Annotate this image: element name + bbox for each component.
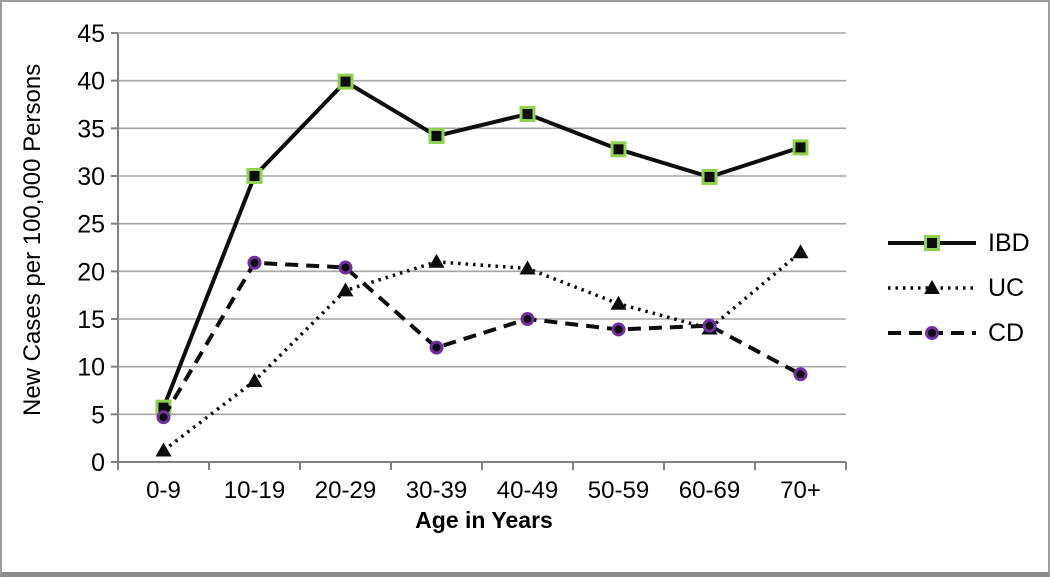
legend-item-ibd: IBD bbox=[886, 229, 1030, 257]
marker-cd-0-9 bbox=[156, 410, 171, 425]
marker-ibd-10-19 bbox=[246, 168, 263, 184]
y-tick-label-5: 5 bbox=[91, 401, 105, 429]
x-category-label: 0-9 bbox=[146, 477, 181, 504]
legend-label-ibd: IBD bbox=[988, 228, 1030, 257]
marker-uc-30-39 bbox=[428, 253, 445, 268]
legend-marker-uc bbox=[924, 280, 940, 294]
y-tick-label-25: 25 bbox=[77, 211, 105, 239]
x-axis-title: Age in Years bbox=[415, 507, 553, 533]
series-cd bbox=[156, 255, 808, 425]
legend-label-uc: UC bbox=[988, 273, 1025, 302]
legend-marker-cd bbox=[925, 326, 939, 340]
legend-sample-cd bbox=[888, 326, 976, 340]
legend-sample-uc bbox=[888, 280, 976, 294]
marker-cd-60-69 bbox=[702, 318, 717, 333]
marker-cd-10-19 bbox=[247, 255, 262, 270]
x-category-label: 20-29 bbox=[315, 477, 376, 504]
y-tick-label-45: 45 bbox=[77, 20, 105, 48]
series-line-ibd bbox=[161, 79, 802, 409]
marker-ibd-20-29 bbox=[337, 73, 354, 90]
marker-cd-30-39 bbox=[429, 340, 444, 355]
y-tick-label-0: 0 bbox=[91, 449, 105, 477]
legend-label-cd: CD bbox=[988, 318, 1025, 347]
legend: IBD UC CD bbox=[886, 229, 1030, 347]
y-tick-label-10: 10 bbox=[77, 354, 105, 382]
y-tick-label-15: 15 bbox=[77, 306, 105, 334]
legend-item-cd: CD bbox=[886, 319, 1030, 347]
legend-item-uc: UC bbox=[886, 274, 1030, 302]
y-tick-label-20: 20 bbox=[77, 258, 105, 286]
marker-uc-40-49 bbox=[519, 260, 536, 275]
series-line-uc bbox=[162, 250, 802, 452]
marker-cd-50-59 bbox=[611, 322, 626, 337]
y-tick-label-30: 30 bbox=[77, 163, 105, 191]
y-axis-title: New Cases per 100,000 Persons bbox=[19, 63, 46, 416]
x-category-label: 70+ bbox=[780, 477, 821, 504]
marker-ibd-40-49 bbox=[519, 106, 536, 123]
x-category-label: 10-19 bbox=[224, 477, 285, 504]
marker-ibd-70+ bbox=[792, 139, 809, 156]
series-line-cd bbox=[161, 260, 802, 419]
marker-ibd-50-59 bbox=[610, 141, 627, 158]
marker-ibd-30-39 bbox=[428, 127, 445, 144]
marker-cd-70+ bbox=[793, 367, 808, 382]
x-category-label: 40-49 bbox=[497, 477, 558, 504]
marker-uc-0-9 bbox=[155, 442, 172, 457]
legend-sample-ibd bbox=[888, 235, 976, 251]
series-uc bbox=[155, 244, 809, 457]
y-tick-label-40: 40 bbox=[77, 68, 105, 96]
marker-ibd-60-69 bbox=[701, 168, 718, 185]
series-ibd bbox=[155, 73, 809, 416]
marker-uc-50-59 bbox=[610, 295, 627, 310]
legend-marker-ibd bbox=[924, 235, 940, 251]
x-category-label: 50-59 bbox=[588, 477, 649, 504]
x-category-label: 30-39 bbox=[406, 477, 467, 504]
marker-uc-20-29 bbox=[337, 282, 354, 297]
marker-uc-10-19 bbox=[246, 372, 263, 387]
marker-cd-40-49 bbox=[520, 312, 535, 326]
x-category-label: 60-69 bbox=[679, 477, 740, 504]
marker-uc-70+ bbox=[792, 244, 809, 259]
marker-cd-20-29 bbox=[338, 260, 353, 275]
y-tick-label-35: 35 bbox=[77, 115, 105, 143]
